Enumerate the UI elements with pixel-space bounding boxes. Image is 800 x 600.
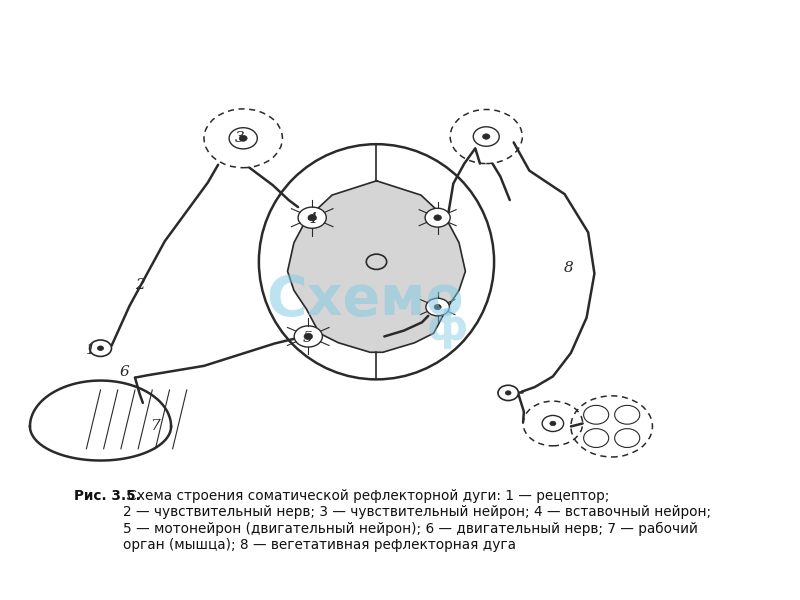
Text: 1: 1	[86, 343, 95, 357]
Ellipse shape	[259, 144, 494, 379]
Circle shape	[434, 215, 442, 221]
Circle shape	[304, 333, 313, 340]
Circle shape	[614, 428, 640, 448]
Text: ф: ф	[426, 307, 468, 349]
Circle shape	[482, 134, 490, 139]
Text: 8: 8	[564, 260, 574, 275]
Circle shape	[308, 215, 317, 221]
Circle shape	[426, 298, 450, 316]
Circle shape	[294, 326, 322, 347]
Text: 5: 5	[302, 331, 312, 345]
Text: Схема строения соматической рефлекторной дуги: 1 — рецептор;
2 — чувствительный : Схема строения соматической рефлекторной…	[123, 489, 711, 552]
Circle shape	[298, 207, 326, 228]
Circle shape	[571, 396, 653, 457]
Text: 6: 6	[119, 365, 129, 379]
Text: Схемо: Схемо	[266, 273, 463, 327]
Circle shape	[98, 346, 103, 350]
Circle shape	[474, 127, 499, 146]
Circle shape	[584, 406, 609, 424]
Polygon shape	[287, 181, 466, 352]
Text: 3: 3	[234, 131, 244, 145]
Text: 4: 4	[307, 212, 317, 226]
Circle shape	[229, 128, 258, 149]
Circle shape	[584, 428, 609, 448]
Circle shape	[498, 385, 518, 401]
Circle shape	[239, 136, 247, 141]
Text: Рис. 3.5.: Рис. 3.5.	[74, 489, 140, 503]
Circle shape	[434, 304, 441, 310]
Circle shape	[90, 340, 111, 356]
Text: 7: 7	[150, 419, 160, 433]
Circle shape	[542, 415, 564, 431]
Circle shape	[506, 391, 511, 395]
Circle shape	[550, 421, 556, 426]
Circle shape	[425, 208, 450, 227]
Circle shape	[614, 406, 640, 424]
Text: 2: 2	[135, 278, 145, 292]
